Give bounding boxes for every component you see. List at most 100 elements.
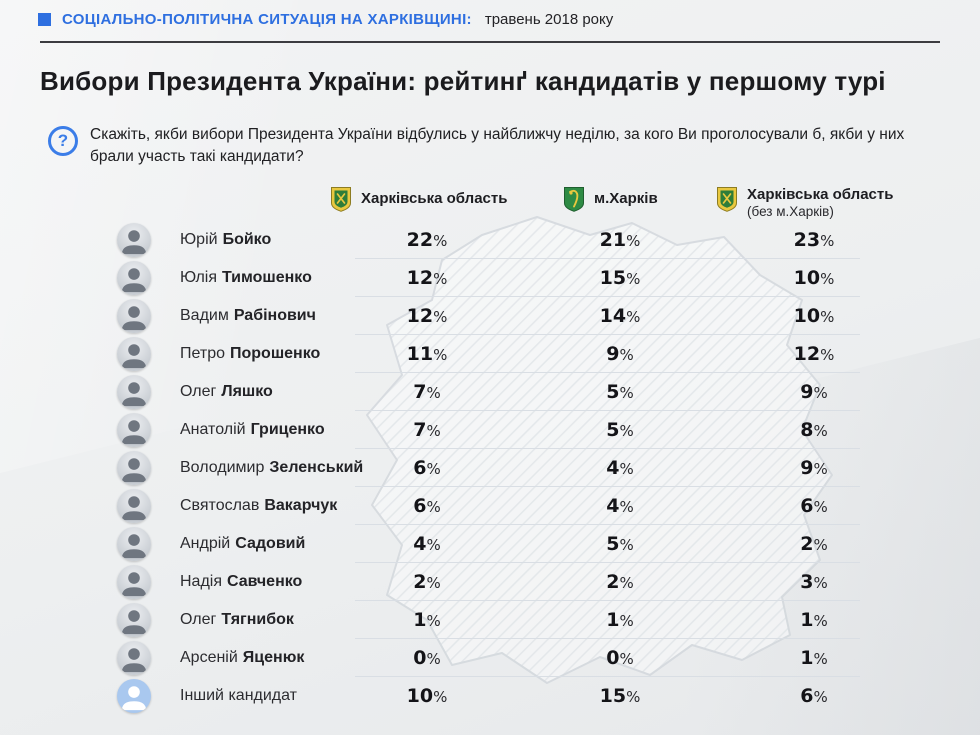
candidate-first-name: Юлія <box>180 269 217 286</box>
value-kharkiv-city: 14% <box>599 305 641 327</box>
value-oblast-without-city: 10% <box>793 267 835 289</box>
value-kharkiv-oblast: 7% <box>413 419 441 441</box>
table-row: Інший кандидат 10% 15% 6% <box>0 677 980 715</box>
candidate-first-name: Петро <box>180 345 225 362</box>
candidate-avatar <box>117 489 151 523</box>
candidate-name: Андрій Садовий <box>180 525 305 563</box>
column-header: Харківська область (без м.Харків) <box>716 186 893 220</box>
candidate-name: Інший кандидат <box>180 677 297 715</box>
row-divider <box>355 296 860 297</box>
candidate-last-name: Садовий <box>235 535 306 552</box>
row-divider <box>355 524 860 525</box>
value-kharkiv-oblast: 12% <box>406 305 448 327</box>
candidate-name: Олег Ляшко <box>180 373 273 411</box>
candidate-first-name: Володимир <box>180 459 265 476</box>
value-kharkiv-oblast: 4% <box>413 533 441 555</box>
table-row: Володимир Зеленський 6% 4% 9% <box>0 449 980 487</box>
candidate-name: Анатолій Гриценко <box>180 411 325 449</box>
candidate-first-name: Святослав <box>180 497 260 514</box>
value-kharkiv-city: 5% <box>606 533 634 555</box>
table-row: Святослав Вакарчук 6% 4% 6% <box>0 487 980 525</box>
value-kharkiv-city: 4% <box>606 495 634 517</box>
header-divider <box>40 41 940 43</box>
value-oblast-without-city: 2% <box>800 533 828 555</box>
table-row: Анатолій Гриценко 7% 5% 8% <box>0 411 980 449</box>
value-oblast-without-city: 6% <box>800 685 828 707</box>
candidate-avatar <box>117 527 151 561</box>
results-table: Юрій Бойко 22% 21% 23% Юлія Тимошенко 12% … <box>0 221 980 715</box>
row-divider <box>355 448 860 449</box>
candidate-last-name: Тимошенко <box>222 269 312 286</box>
row-divider <box>355 372 860 373</box>
candidate-name: Юлія Тимошенко <box>180 259 312 297</box>
value-kharkiv-city: 9% <box>606 343 634 365</box>
question-mark-icon: ? <box>48 126 78 156</box>
row-divider <box>355 410 860 411</box>
table-row: Юрій Бойко 22% 21% 23% <box>0 221 980 259</box>
candidate-first-name: Вадим <box>180 307 229 324</box>
table-row: Арсеній Яценюк 0% 0% 1% <box>0 639 980 677</box>
candidate-first-name: Арсеній <box>180 649 238 666</box>
candidate-first-name: Юрій <box>180 231 218 248</box>
candidate-name: Юрій Бойко <box>180 221 271 259</box>
value-kharkiv-city: 5% <box>606 419 634 441</box>
value-oblast-without-city: 23% <box>793 229 835 251</box>
column-label: Харківська область <box>747 186 894 203</box>
value-kharkiv-city: 15% <box>599 267 641 289</box>
column-sublabel: (без м.Харків) <box>747 204 834 219</box>
candidate-name: Арсеній Яценюк <box>180 639 304 677</box>
value-kharkiv-city: 1% <box>606 609 634 631</box>
candidate-last-name: Вакарчук <box>264 497 338 514</box>
report-header: СОЦІАЛЬНО-ПОЛІТИЧНА СИТУАЦІЯ НА ХАРКІВЩИ… <box>38 11 613 28</box>
value-oblast-without-city: 1% <box>800 609 828 631</box>
table-row: Вадим Рабінович 12% 14% 10% <box>0 297 980 335</box>
candidate-last-name: Гриценко <box>250 421 325 438</box>
value-kharkiv-city: 5% <box>606 381 634 403</box>
candidate-avatar <box>117 565 151 599</box>
value-kharkiv-oblast: 6% <box>413 457 441 479</box>
candidate-avatar <box>117 223 151 257</box>
candidate-last-name: Яценюк <box>242 649 305 666</box>
value-kharkiv-city: 2% <box>606 571 634 593</box>
candidate-avatar <box>117 603 151 637</box>
column-header: м.Харків <box>563 186 658 218</box>
candidate-first-name: Інший кандидат <box>180 687 298 704</box>
table-row: Надія Савченко 2% 2% 3% <box>0 563 980 601</box>
candidate-first-name: Анатолій <box>180 421 246 438</box>
candidate-avatar <box>117 413 151 447</box>
blue-square-bullet-icon <box>38 13 51 26</box>
value-kharkiv-city: 0% <box>606 647 634 669</box>
table-row: Андрій Садовий 4% 5% 2% <box>0 525 980 563</box>
row-divider <box>355 562 860 563</box>
candidate-avatar <box>117 451 151 485</box>
row-divider <box>355 600 860 601</box>
candidate-avatar <box>117 299 151 333</box>
column-header-text: Харківська область <box>361 186 507 212</box>
row-divider <box>355 638 860 639</box>
value-oblast-without-city: 12% <box>793 343 835 365</box>
page-title: Вибори Президента України: рейтинґ канди… <box>40 66 886 96</box>
value-kharkiv-oblast: 11% <box>406 343 448 365</box>
value-oblast-without-city: 10% <box>793 305 835 327</box>
candidate-first-name: Олег <box>180 383 217 400</box>
row-divider <box>355 258 860 259</box>
survey-question: Скажіть, якби вибори Президента України … <box>90 126 905 165</box>
value-kharkiv-city: 4% <box>606 457 634 479</box>
value-oblast-without-city: 8% <box>800 419 828 441</box>
value-oblast-without-city: 9% <box>800 381 828 403</box>
report-date: травень 2018 року <box>484 11 614 28</box>
value-kharkiv-city: 21% <box>599 229 641 251</box>
value-kharkiv-oblast: 7% <box>413 381 441 403</box>
candidate-last-name: Зеленський <box>269 459 364 476</box>
candidate-last-name: Бойко <box>222 231 272 248</box>
candidate-last-name: Ляшко <box>221 383 273 400</box>
column-label: Харківська область <box>361 190 508 207</box>
table-row: Юлія Тимошенко 12% 15% 10% <box>0 259 980 297</box>
candidate-first-name: Андрій <box>180 535 231 552</box>
row-divider <box>355 676 860 677</box>
candidate-avatar <box>117 337 151 371</box>
value-kharkiv-oblast: 1% <box>413 609 441 631</box>
candidate-last-name: Порошенко <box>230 345 321 362</box>
table-row: Олег Тягнибок 1% 1% 1% <box>0 601 980 639</box>
candidate-name: Петро Порошенко <box>180 335 320 373</box>
